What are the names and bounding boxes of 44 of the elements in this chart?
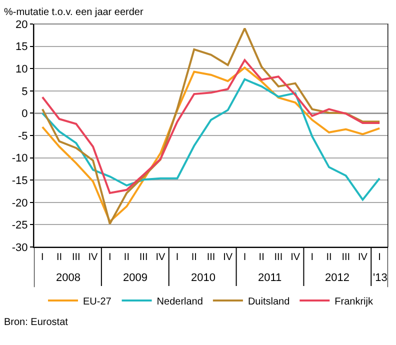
legend-label: EU-27	[83, 296, 112, 308]
text: Bron: Eurostat	[4, 317, 68, 328]
text: '13	[373, 272, 388, 284]
text: 2008	[56, 272, 80, 284]
x-tick-label: I	[310, 252, 314, 263]
x-tick-label: IV	[88, 252, 98, 263]
x-tick-label: III	[72, 252, 80, 263]
x-tick-label: III	[206, 252, 216, 263]
legend-label: Nederland	[156, 296, 203, 308]
y-axis-title: %-mutatie t.o.v. een jaar eerder	[4, 7, 144, 18]
text: 2009	[123, 272, 148, 284]
y-tick-label: 10	[16, 63, 28, 76]
x-tick-label: I	[378, 252, 381, 263]
x-tick-label: III	[274, 252, 283, 263]
text: 2012	[325, 272, 350, 284]
x-tick-label: II	[56, 252, 62, 263]
y-tick-label: 0	[22, 108, 28, 120]
x-tick-label: II	[326, 252, 332, 263]
legend-label: Frankrijk	[334, 296, 374, 308]
x-tick-label: IV	[156, 252, 166, 263]
x-tick-label: I	[176, 252, 179, 263]
y-tick-label: 20	[16, 18, 28, 31]
y-tick-label: -20	[12, 197, 28, 210]
y-tick-label: 15	[16, 41, 28, 54]
x-tick-label: I	[41, 252, 44, 263]
x-tick-label: II	[191, 252, 197, 263]
text: 2010	[191, 272, 216, 284]
text: 2011	[258, 272, 282, 284]
legend-label: Duitsland	[248, 296, 290, 308]
y-tick-label: 5	[22, 86, 28, 98]
x-tick-label: IV	[223, 252, 233, 263]
x-tick-label: II	[124, 252, 130, 263]
x-tick-label: III	[139, 252, 148, 263]
x-tick-label: IV	[290, 252, 300, 263]
x-tick-label: II	[258, 252, 264, 263]
y-tick-label: -10	[12, 152, 28, 165]
x-tick-label: I	[243, 252, 246, 263]
x-tick-label: III	[342, 252, 350, 263]
x-tick-label: I	[108, 252, 112, 263]
y-tick-label: -30	[12, 242, 28, 254]
y-tick-label: -15	[12, 174, 28, 187]
x-tick-label: IV	[358, 252, 368, 263]
y-tick-label: -25	[12, 220, 28, 232]
y-tick-label: -5	[18, 130, 28, 142]
